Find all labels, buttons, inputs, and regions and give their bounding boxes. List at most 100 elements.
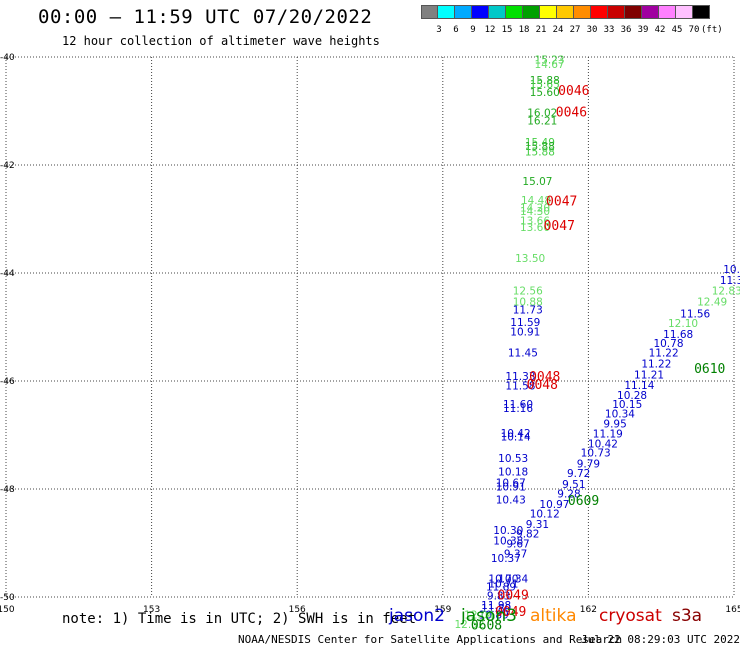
lon-label: 150 — [0, 605, 15, 615]
wave-height-label: 10.70 — [488, 573, 518, 585]
time-mark: 0610 — [694, 362, 725, 377]
wave-height-label: 10.91 — [496, 482, 526, 494]
color-swatch — [574, 5, 591, 19]
time-mark: 0048 — [529, 370, 560, 385]
color-scale-label: 15 — [501, 25, 513, 35]
wave-height-label: 9.82 — [516, 529, 539, 541]
color-swatch — [506, 5, 523, 19]
wave-height-label: 11.33 — [505, 371, 535, 383]
wave-height-label: 11.98 — [481, 600, 511, 612]
color-scale-label: (ft) — [701, 25, 723, 35]
note-text: note: 1) Time is in UTC; 2) SWH is in fe… — [62, 611, 417, 627]
wave-height-label: 15.65 — [530, 79, 560, 91]
wave-height-label: 10.67 — [496, 477, 526, 489]
wave-height-label: 10.30 — [493, 525, 523, 537]
lat-label: -42 — [0, 161, 15, 171]
color-scale-label: 6 — [453, 25, 459, 35]
color-swatch — [608, 5, 625, 19]
wave-height-label: 15.88 — [525, 141, 555, 153]
wave-height-label: 11.19 — [593, 429, 623, 441]
wave-height-label: 12.10 — [668, 318, 698, 330]
color-swatch — [557, 5, 574, 19]
wave-height-label: 10.34 — [605, 409, 635, 421]
wave-height-label: 9.83 — [487, 591, 510, 603]
color-swatch — [693, 5, 710, 19]
wave-height-label: 10.78 — [653, 338, 683, 350]
wave-height-label: 15.60 — [530, 87, 560, 99]
wave-height-label: 10. — [723, 264, 740, 276]
wave-height-label: 10.12 — [530, 509, 560, 521]
wave-height-label: 10.88 — [513, 296, 543, 308]
legend-s3a: s3a — [672, 606, 703, 626]
color-scale-label: 36 — [620, 25, 632, 35]
wave-height-label: 11.58 — [505, 381, 535, 393]
time-mark: 0609 — [568, 494, 599, 509]
color-swatch — [540, 5, 557, 19]
wave-height-label: 9.37 — [504, 549, 527, 561]
wave-height-label: 11.80 — [481, 603, 511, 615]
wave-height-label: 14.48 — [521, 195, 551, 207]
wave-height-label: 10.89 — [479, 610, 509, 622]
time-mark: 0049 — [498, 589, 529, 604]
wave-height-label: 10.91 — [510, 327, 540, 339]
lon-label: 165 — [725, 605, 740, 615]
color-scale-label: 21 — [535, 25, 547, 35]
page-subtitle: 12 hour collection of altimeter wave hei… — [62, 34, 380, 48]
lon-label: 156 — [289, 605, 306, 615]
wave-height-label: 10.73 — [581, 448, 611, 460]
wave-height-label: 15.49 — [525, 137, 555, 149]
wave-height-label: 9.79 — [577, 458, 600, 470]
wave-height-label: 12.56 — [513, 286, 543, 298]
wave-height-label: 13.50 — [515, 253, 545, 265]
color-scale-label: 33 — [603, 25, 615, 35]
wave-height-label: 14.20 — [520, 202, 550, 214]
lon-label: 162 — [580, 605, 597, 615]
wave-height-label: 11.14 — [624, 380, 654, 392]
wave-height-label: 14.67 — [535, 59, 565, 71]
color-scale-label: 39 — [637, 25, 649, 35]
lat-label: -50 — [0, 593, 15, 603]
wave-height-label: 11.3 — [720, 275, 740, 287]
wave-height-label: 10.37 — [491, 553, 521, 565]
wave-height-label: 10.34 — [498, 573, 528, 585]
color-swatch — [472, 5, 489, 19]
color-scale-label: 70 — [688, 25, 700, 35]
legend-jason3: jason3 — [461, 606, 517, 626]
color-scale-label: 24 — [552, 25, 564, 35]
page-title: 00:00 – 11:59 UTC 07/20/2022 — [38, 6, 373, 28]
color-scale-label: 3 — [436, 25, 442, 35]
time-mark: 0047 — [544, 219, 575, 234]
wave-height-label: 14.30 — [520, 206, 550, 218]
wave-height-label: 11.22 — [641, 359, 671, 371]
color-scale: 3 6 9 12 15 18 21 24 27 30 33 36 39 42 45 70 (ft) — [421, 5, 723, 35]
wave-height-label: 11.73 — [513, 305, 543, 317]
time-mark: 0046 — [558, 84, 589, 99]
wave-height-label: 10.43 — [496, 495, 526, 507]
time-mark: 0608 — [471, 618, 502, 633]
time-mark: 0047 — [546, 195, 577, 210]
wave-height-label: 16.02 — [527, 107, 557, 119]
color-scale-label: 9 — [470, 25, 476, 35]
wave-height-label: 15.88 — [530, 75, 560, 87]
lon-label: 159 — [434, 605, 451, 615]
wave-height-label: 10.18 — [498, 467, 528, 479]
wave-height-label: 10.28 — [617, 390, 647, 402]
time-mark: 0046 — [556, 105, 587, 120]
wave-height-label: 9.51 — [562, 479, 585, 491]
lat-label: -44 — [0, 269, 15, 279]
wave-height-label: 12.04 — [464, 610, 494, 622]
lat-label: -48 — [0, 485, 15, 495]
legend-altika: altika — [530, 606, 577, 626]
time-mark: 0048 — [527, 378, 558, 393]
time-mark: 0049 — [495, 605, 526, 620]
wave-height-label: 10.15 — [612, 399, 642, 411]
color-scale-label: 27 — [569, 25, 581, 35]
wave-height-label: 10.42 — [588, 438, 618, 450]
wave-height-label: 11.16 — [503, 403, 533, 415]
wave-height-label: 10.71 — [488, 578, 518, 590]
color-scale-label: 45 — [671, 25, 683, 35]
wave-height-label: 11.45 — [508, 348, 538, 360]
wave-height-label: 12.52 — [454, 619, 484, 631]
wave-height-label: 11.56 — [680, 308, 710, 320]
